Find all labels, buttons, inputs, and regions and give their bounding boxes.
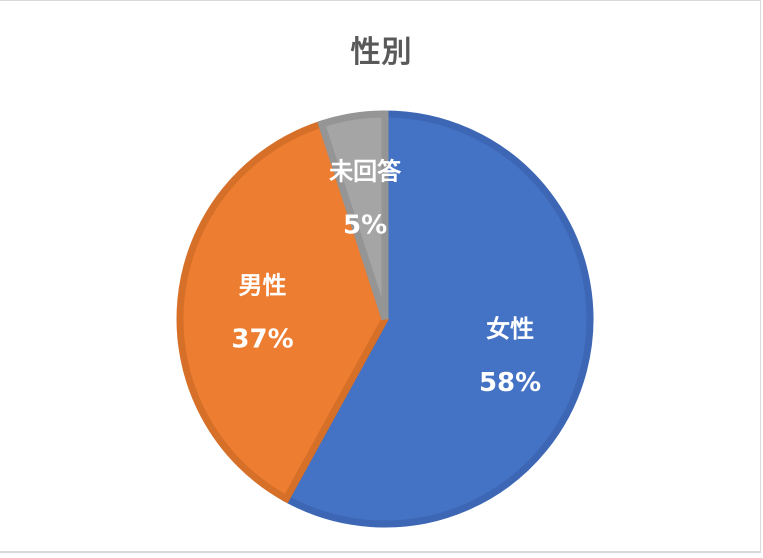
slice-no-answer <box>317 110 389 321</box>
label-no-answer-percent: 5% <box>343 210 387 240</box>
label-male: 男性 37% <box>231 271 293 354</box>
label-male-category: 男性 <box>239 271 287 299</box>
chart-title: 性別 <box>350 35 413 70</box>
label-female: 女性 58% <box>479 315 541 398</box>
slice-male <box>176 119 389 504</box>
label-no-answer-category: 未回答 <box>329 157 402 185</box>
label-female-percent: 58% <box>479 368 541 398</box>
label-male-percent: 37% <box>231 324 293 354</box>
slice-female <box>281 110 594 528</box>
label-female-category: 女性 <box>486 315 534 343</box>
label-no-answer: 未回答 5% <box>329 157 402 240</box>
